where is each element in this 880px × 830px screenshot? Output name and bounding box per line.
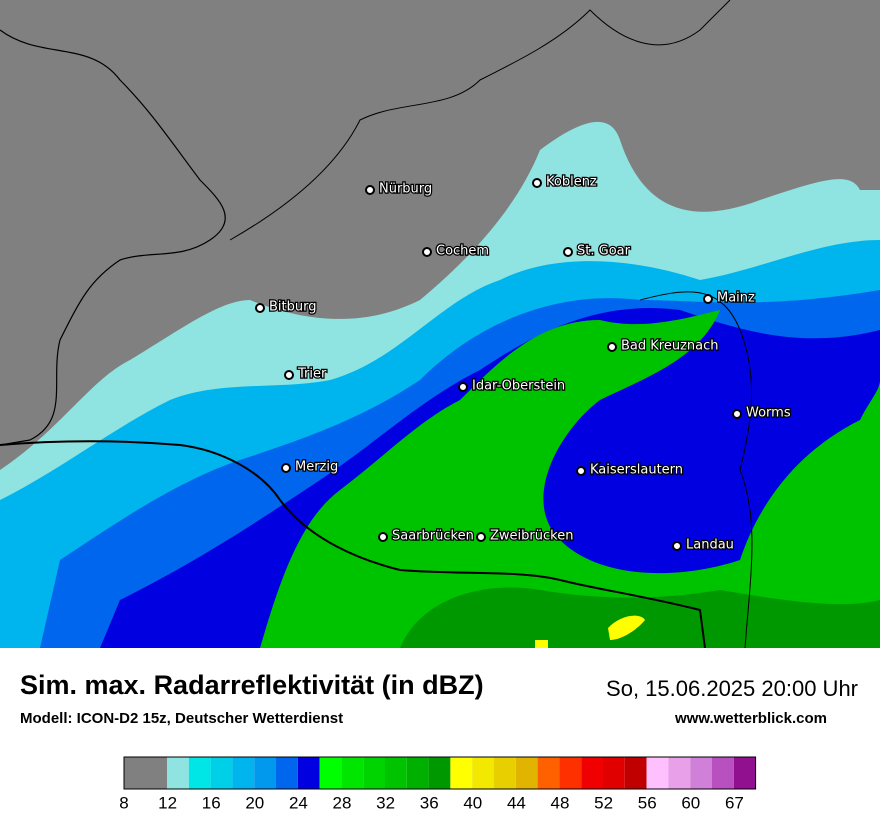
- legend-tick-label: 40: [463, 793, 482, 812]
- city-dot: [422, 247, 432, 257]
- city-label: Worms: [746, 406, 791, 421]
- city-dot: [672, 541, 682, 551]
- model-info: Modell: ICON-D2 15z, Deutscher Wetterdie…: [20, 710, 344, 727]
- legend-swatch: [733, 757, 756, 789]
- website: www.wetterblick.com: [675, 710, 827, 727]
- city-dot: [576, 466, 586, 476]
- legend-tick-label: 44: [507, 793, 526, 812]
- legend-swatch: [624, 757, 647, 789]
- legend-swatch: [559, 757, 582, 789]
- city-dot: [365, 185, 375, 195]
- city-label: Nürburg: [379, 182, 432, 197]
- legend-tick-label: 48: [551, 793, 570, 812]
- city-label: Koblenz: [546, 175, 597, 190]
- legend-swatch: [124, 757, 167, 789]
- legend-tick-label: 20: [245, 793, 264, 812]
- legend-swatch: [428, 757, 451, 789]
- legend-swatch: [167, 757, 189, 789]
- city-dot: [458, 382, 468, 392]
- city-dot: [703, 294, 713, 304]
- legend-tick-label: 60: [681, 793, 700, 812]
- city-label: Zweibrücken: [490, 529, 573, 544]
- city-layer: Nürburg Koblenz Cochem St. Goar Bitburg Mainz…: [255, 173, 792, 554]
- legend-frame: [123, 756, 757, 790]
- legend-swatch: [581, 757, 603, 789]
- legend-swatch: [712, 757, 734, 789]
- precip-yellow: [535, 640, 548, 648]
- city-dot: [607, 342, 617, 352]
- border: [0, 29, 226, 446]
- legend-tick-label: 12: [158, 793, 177, 812]
- border: [639, 291, 753, 648]
- legend-swatch: [254, 757, 276, 789]
- legend-swatch: [406, 757, 429, 789]
- legend-swatch: [537, 757, 560, 789]
- title: Sim. max. Radarreflektivität (in dBZ): [20, 670, 484, 700]
- legend: 8 12 16 20 24 28 32 36 40 44 48 52 56 60 67: [119, 756, 757, 812]
- precip-green: [260, 310, 880, 648]
- legend-tick-label: 36: [420, 793, 439, 812]
- city-dot: [532, 178, 542, 188]
- legend-swatch: [276, 757, 298, 789]
- city-label: Idar-Oberstein: [472, 379, 565, 394]
- legend-tick-label: 28: [333, 793, 352, 812]
- city-label: Bad Kreuznach: [621, 339, 719, 354]
- legend-tick-label: 8: [119, 793, 128, 812]
- legend-swatch: [472, 757, 494, 789]
- legend-swatch: [668, 757, 691, 789]
- legend-swatch: [341, 757, 364, 789]
- border: [229, 0, 731, 241]
- legend-tick-label: 16: [202, 793, 221, 812]
- state-border: [0, 440, 706, 648]
- city-label: Landau: [686, 538, 734, 553]
- legend-tick-label: 52: [594, 793, 613, 812]
- legend-swatch: [363, 757, 385, 789]
- city-dot: [732, 409, 742, 419]
- legend-swatch: [646, 757, 669, 789]
- legend-swatch: [210, 757, 233, 789]
- legend-swatch: [385, 757, 407, 789]
- city-label: Bitburg: [269, 300, 317, 315]
- city-label: Saarbrücken: [392, 529, 474, 544]
- legend-swatch: [450, 757, 473, 789]
- legend-tick-label: 67: [725, 793, 744, 812]
- city-dot: [563, 247, 573, 257]
- legend-swatch: [515, 757, 538, 789]
- legend-swatch: [690, 757, 712, 789]
- city-label: St. Goar: [577, 244, 631, 259]
- city-label: Mainz: [717, 291, 755, 306]
- legend-swatch: [603, 757, 625, 789]
- city-label: Cochem: [436, 244, 489, 259]
- legend-swatch: [232, 757, 255, 789]
- city-label: Kaiserslautern: [590, 463, 683, 478]
- city-label: Trier: [297, 367, 327, 382]
- legend-swatch: [494, 757, 516, 789]
- city-dot: [476, 532, 486, 542]
- city-dot: [281, 463, 291, 473]
- city-dot: [255, 303, 265, 313]
- datetime: So, 15.06.2025 20:00 Uhr: [606, 676, 858, 701]
- city-dot: [284, 370, 294, 380]
- city-label: Merzig: [295, 460, 338, 475]
- radar-map: Nürburg Koblenz Cochem St. Goar Bitburg Mainz…: [0, 0, 880, 648]
- legend-tick-label: 24: [289, 793, 308, 812]
- legend-tick-label: 32: [376, 793, 395, 812]
- precip-yellow: [608, 615, 645, 640]
- legend-swatch: [319, 757, 342, 789]
- city-dot: [378, 532, 388, 542]
- legend-swatch: [188, 757, 211, 789]
- legend-swatch: [297, 757, 320, 789]
- legend-tick-label: 56: [638, 793, 657, 812]
